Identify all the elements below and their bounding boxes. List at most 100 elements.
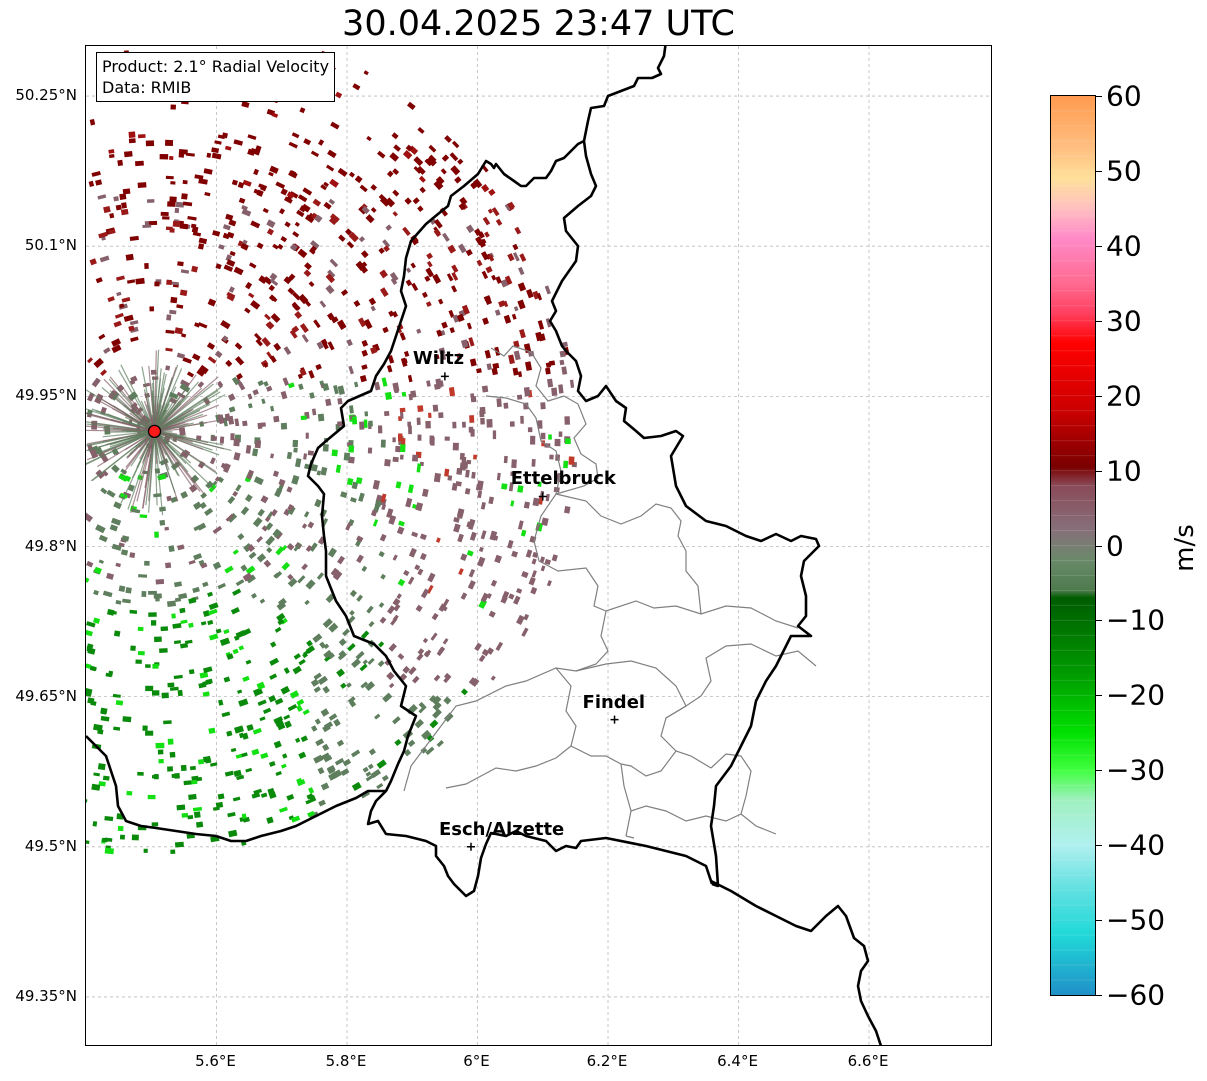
velocity-echo — [152, 663, 159, 669]
velocity-echo — [303, 138, 312, 146]
velocity-echo — [561, 366, 568, 375]
velocity-echo — [402, 226, 411, 236]
velocity-echo — [455, 481, 462, 487]
velocity-spoke — [118, 369, 156, 432]
velocity-echo — [174, 207, 180, 214]
velocity-echo — [474, 642, 482, 652]
velocity-echo — [376, 759, 387, 769]
velocity-echo — [86, 687, 93, 695]
velocity-echo — [323, 643, 330, 650]
velocity-echo — [173, 640, 181, 645]
velocity-echo — [399, 454, 404, 460]
velocity-echo — [175, 201, 185, 208]
velocity-echo — [386, 170, 394, 178]
velocity-echo — [432, 273, 442, 284]
velocity-echo — [167, 201, 176, 207]
velocity-echo — [170, 496, 178, 503]
velocity-echo — [228, 219, 237, 227]
velocity-echo — [265, 535, 276, 546]
velocity-echo — [433, 674, 441, 682]
velocity-echo — [335, 464, 342, 473]
velocity-echo — [292, 303, 300, 311]
velocity-echo — [429, 719, 439, 729]
velocity-echo — [310, 245, 317, 253]
velocity-echo — [109, 524, 119, 532]
velocity-echo — [263, 362, 269, 368]
velocity-echo — [145, 664, 151, 668]
velocity-echo — [86, 691, 92, 697]
velocity-echo — [270, 641, 277, 648]
radar-site-marker[interactable] — [147, 424, 162, 439]
velocity-echo — [435, 176, 445, 185]
velocity-spoke — [154, 394, 226, 432]
velocity-echo — [113, 320, 122, 328]
velocity-echo — [228, 829, 238, 838]
velocity-echo — [440, 351, 447, 361]
velocity-echo — [170, 104, 176, 110]
velocity-echo — [208, 727, 216, 734]
velocity-echo — [128, 138, 136, 144]
velocity-echo — [484, 349, 491, 359]
velocity-echo — [322, 618, 333, 629]
velocity-echo — [294, 458, 302, 468]
velocity-echo — [325, 398, 332, 407]
velocity-echo — [122, 598, 131, 604]
velocity-echo — [389, 272, 399, 282]
velocity-echo — [431, 695, 442, 706]
map-title: 30.04.2025 23:47 UTC — [342, 4, 735, 44]
velocity-echo — [370, 207, 377, 213]
velocity-echo — [94, 393, 104, 405]
velocity-echo — [476, 368, 482, 374]
velocity-echo — [125, 587, 132, 594]
velocity-echo — [418, 175, 426, 183]
velocity-echo — [193, 525, 201, 532]
city-marker — [610, 715, 619, 724]
velocity-echo — [396, 526, 405, 535]
velocity-echo — [523, 387, 531, 397]
velocity-echo — [372, 479, 380, 490]
velocity-echo — [466, 521, 472, 528]
velocity-echo — [342, 628, 350, 637]
velocity-echo — [93, 357, 104, 369]
velocity-echo — [559, 350, 566, 358]
velocity-echo — [355, 650, 365, 660]
velocity-echo — [382, 326, 389, 334]
velocity-echo — [356, 535, 364, 543]
velocity-echo — [130, 645, 136, 651]
velocity-echo — [370, 184, 378, 191]
velocity-echo — [481, 270, 489, 280]
velocity-echo — [151, 620, 157, 626]
velocity-echo — [98, 231, 108, 239]
velocity-echo — [451, 264, 459, 273]
velocity-echo — [538, 333, 546, 342]
velocity-echo — [384, 391, 393, 400]
velocity-echo — [328, 198, 336, 205]
velocity-echo — [420, 588, 430, 599]
velocity-echo — [86, 663, 92, 669]
velocity-echo — [317, 675, 328, 685]
velocity-echo — [86, 643, 94, 651]
velocity-echo — [464, 488, 471, 495]
velocity-echo — [104, 816, 114, 822]
velocity-echo — [348, 456, 355, 464]
longitude-label: 5.8°E — [325, 1052, 367, 1070]
velocity-echo — [260, 359, 269, 368]
velocity-echo — [306, 793, 314, 800]
velocity-echo — [258, 275, 268, 284]
radar-map[interactable]: Product: 2.1° Radial Velocity Data: RMIB… — [85, 45, 992, 1046]
velocity-echo — [296, 777, 304, 786]
velocity-echo — [303, 269, 312, 278]
velocity-echo — [452, 442, 459, 451]
velocity-echo — [314, 214, 323, 223]
velocity-echo — [407, 739, 416, 747]
velocity-echo — [337, 555, 345, 565]
velocity-echo — [390, 277, 398, 285]
velocity-echo — [359, 184, 368, 193]
velocity-colorbar — [1050, 95, 1096, 996]
velocity-echo — [109, 213, 115, 219]
velocity-echo — [212, 561, 222, 570]
velocity-echo — [426, 156, 437, 167]
velocity-echo — [392, 168, 400, 176]
velocity-echo — [180, 764, 187, 772]
velocity-echo — [220, 462, 228, 470]
